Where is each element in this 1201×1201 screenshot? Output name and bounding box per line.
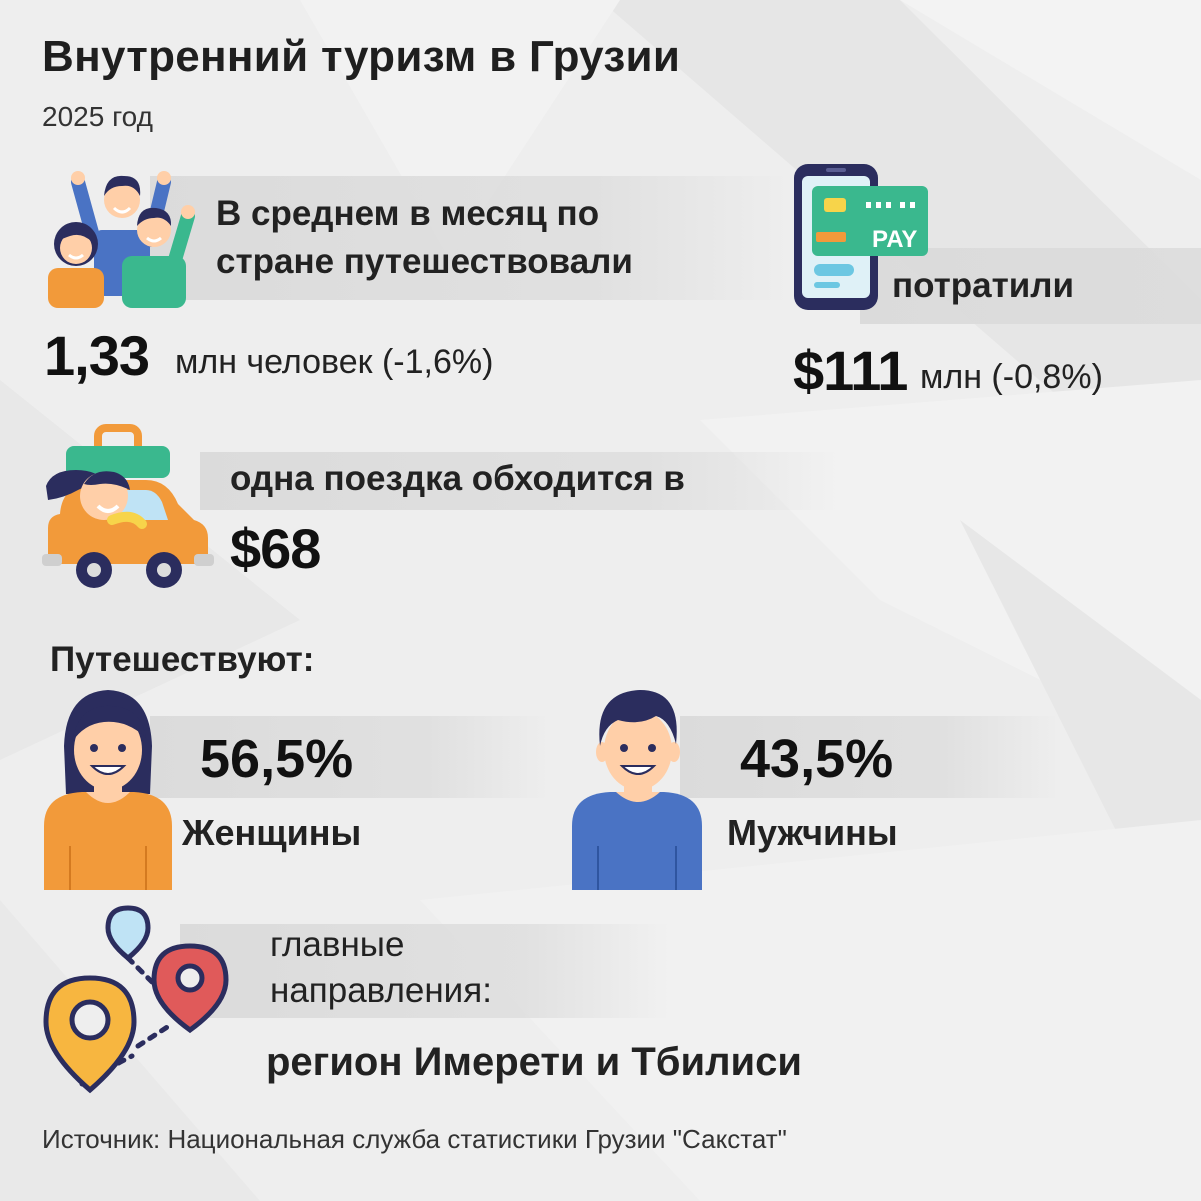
destinations-label-band — [180, 924, 670, 1018]
spending-label-band — [860, 248, 1201, 324]
trip-cost-label-band — [200, 452, 840, 510]
pay-card-text: PAY — [872, 226, 917, 253]
trip-cost-value: $68 — [230, 517, 321, 580]
woman-icon — [44, 690, 172, 890]
destinations-label-line2: направления: — [270, 971, 492, 1010]
travelers-label-line1: В среднем в месяц по — [216, 194, 600, 233]
phone-pay-icon: PAY — [794, 164, 928, 310]
car-traveler-icon — [42, 424, 214, 588]
travelers-label-line2: стране путешествовали — [216, 242, 633, 281]
destinations-label-line1: главные — [270, 925, 405, 964]
page-title: Внутренний туризм в Грузии — [42, 32, 681, 81]
women-percent: 56,5% — [200, 729, 354, 789]
travelers-label-band — [150, 176, 790, 300]
destinations-value: регион Имерети и Тбилиси — [266, 1040, 802, 1084]
map-pins-icon — [43, 905, 229, 1094]
spending-label: потратили — [892, 266, 1075, 305]
travelers-unit: млн человек (-1,6%) — [175, 343, 494, 381]
gender-heading: Путешествуют: — [50, 640, 315, 679]
travelers-value: 1,33 — [44, 324, 150, 387]
trip-cost-label: одна поездка обходится в — [230, 459, 685, 498]
group-of-people-icon — [48, 171, 195, 308]
women-value-band — [150, 716, 550, 798]
men-value-band — [680, 716, 1060, 798]
men-percent: 43,5% — [740, 729, 894, 789]
page-subtitle: 2025 год — [42, 101, 153, 132]
spending-unit: млн (-0,8%) — [920, 358, 1103, 396]
spending-value: $111 — [793, 339, 908, 402]
source-note: Источник: Национальная служба статистики… — [42, 1124, 787, 1154]
men-label: Мужчины — [727, 812, 898, 853]
man-icon — [572, 690, 702, 890]
women-label: Женщины — [182, 812, 362, 853]
